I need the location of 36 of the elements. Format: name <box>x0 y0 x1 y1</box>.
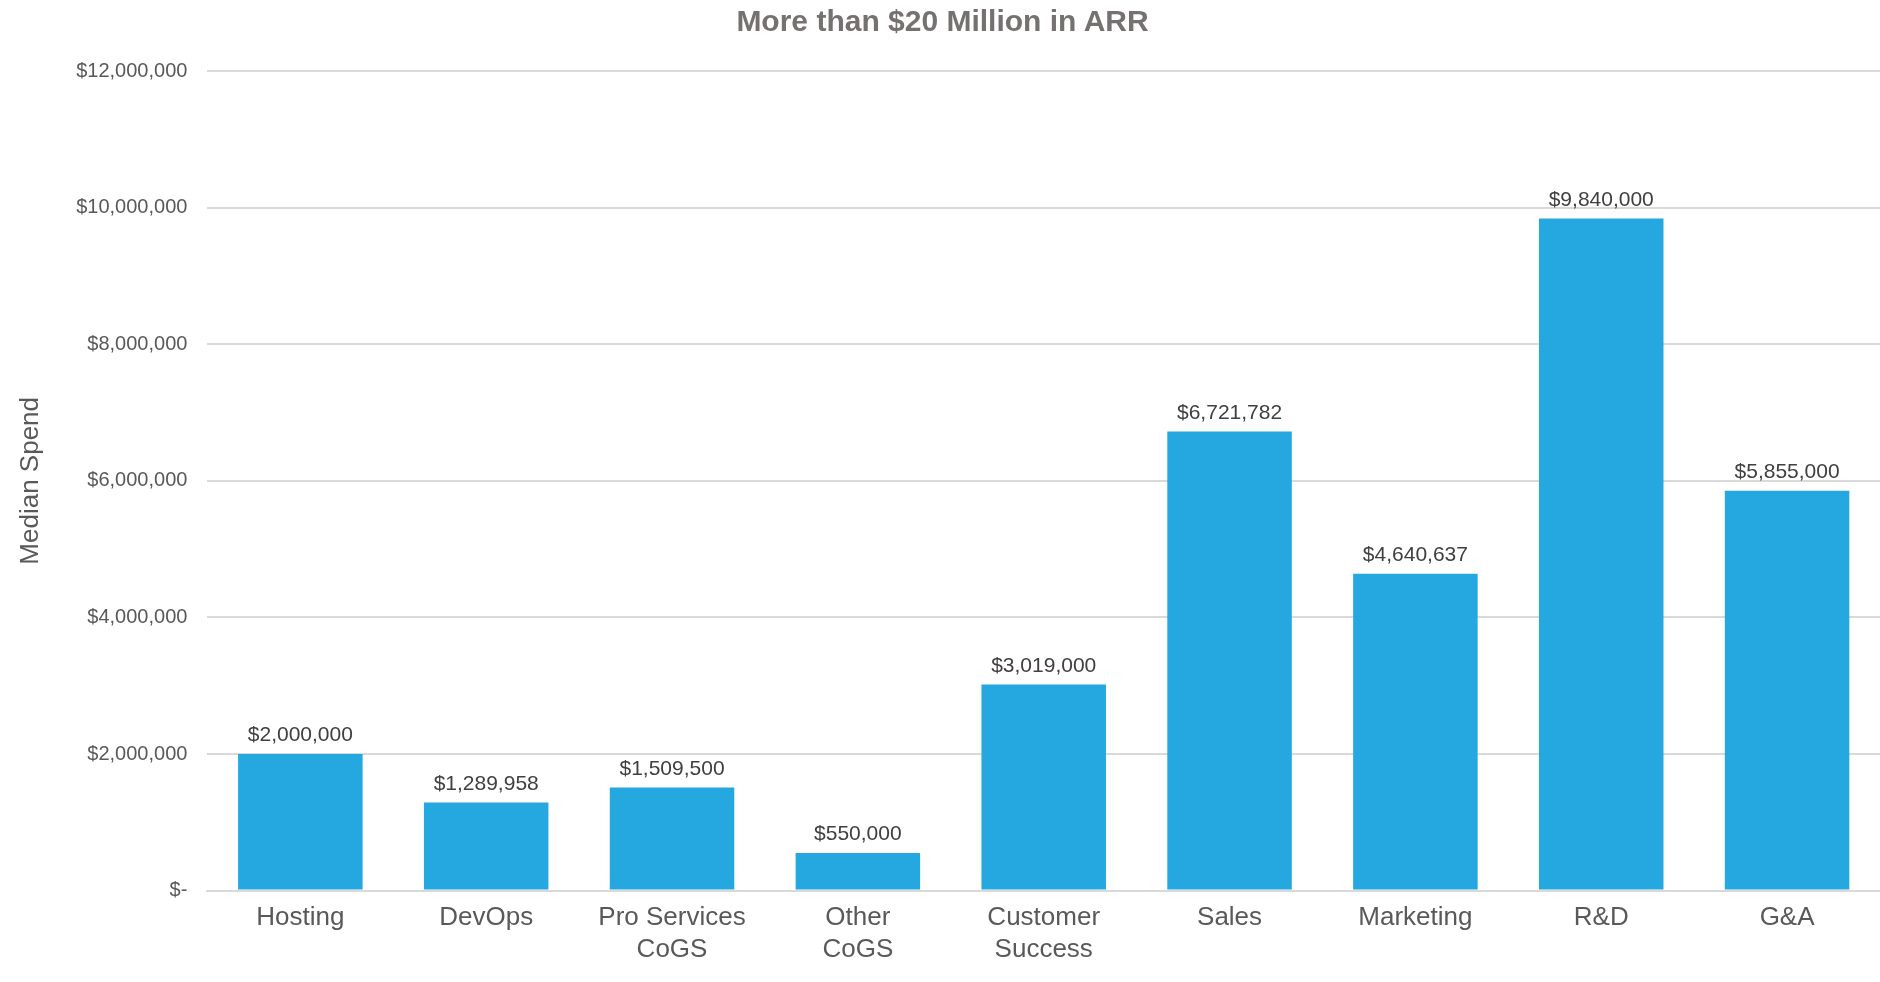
bar <box>1167 431 1292 890</box>
x-tick-label: Sales <box>1197 901 1263 932</box>
bar <box>423 802 549 890</box>
data-label: $1,509,500 <box>619 755 725 779</box>
bar <box>609 787 735 890</box>
x-tick-label: Marketing <box>1358 901 1473 932</box>
bar <box>795 853 921 890</box>
bar <box>1538 218 1664 890</box>
bar <box>1724 490 1850 890</box>
y-tick-label: $4,000,000 <box>87 604 188 627</box>
y-tick-label: $10,000,000 <box>76 195 188 218</box>
bar <box>981 684 1106 890</box>
y-axis-title: Median Spend <box>13 396 44 565</box>
x-tick-label: Hosting <box>256 901 345 932</box>
chart-title: More than $20 Million in ARR <box>736 4 1149 38</box>
bar <box>238 754 363 890</box>
data-label: $4,640,637 <box>1362 541 1468 565</box>
data-label: $5,855,000 <box>1734 459 1840 482</box>
bar <box>1353 573 1478 890</box>
y-tick-label: $12,000,000 <box>76 58 188 81</box>
x-tick-label: Other CoGS <box>822 901 894 963</box>
x-tick-label: DevOps <box>439 901 534 932</box>
y-tick-label: $2,000,000 <box>87 741 188 764</box>
data-label: $3,019,000 <box>991 652 1097 676</box>
data-label: $9,840,000 <box>1548 186 1654 210</box>
data-label: $1,289,958 <box>433 770 539 794</box>
y-tick-label: $- <box>169 878 188 901</box>
x-tick-label: R&D <box>1573 901 1629 932</box>
x-tick-label: Pro Services CoGS <box>598 901 746 963</box>
y-tick-label: $6,000,000 <box>87 468 188 491</box>
data-label: $2,000,000 <box>247 722 353 746</box>
x-tick-label: G&A <box>1759 901 1816 932</box>
y-tick-label: $8,000,000 <box>87 331 188 354</box>
x-tick-label: Customer Success <box>987 901 1101 963</box>
data-label: $6,721,782 <box>1177 399 1283 423</box>
data-label: $550,000 <box>814 821 902 845</box>
